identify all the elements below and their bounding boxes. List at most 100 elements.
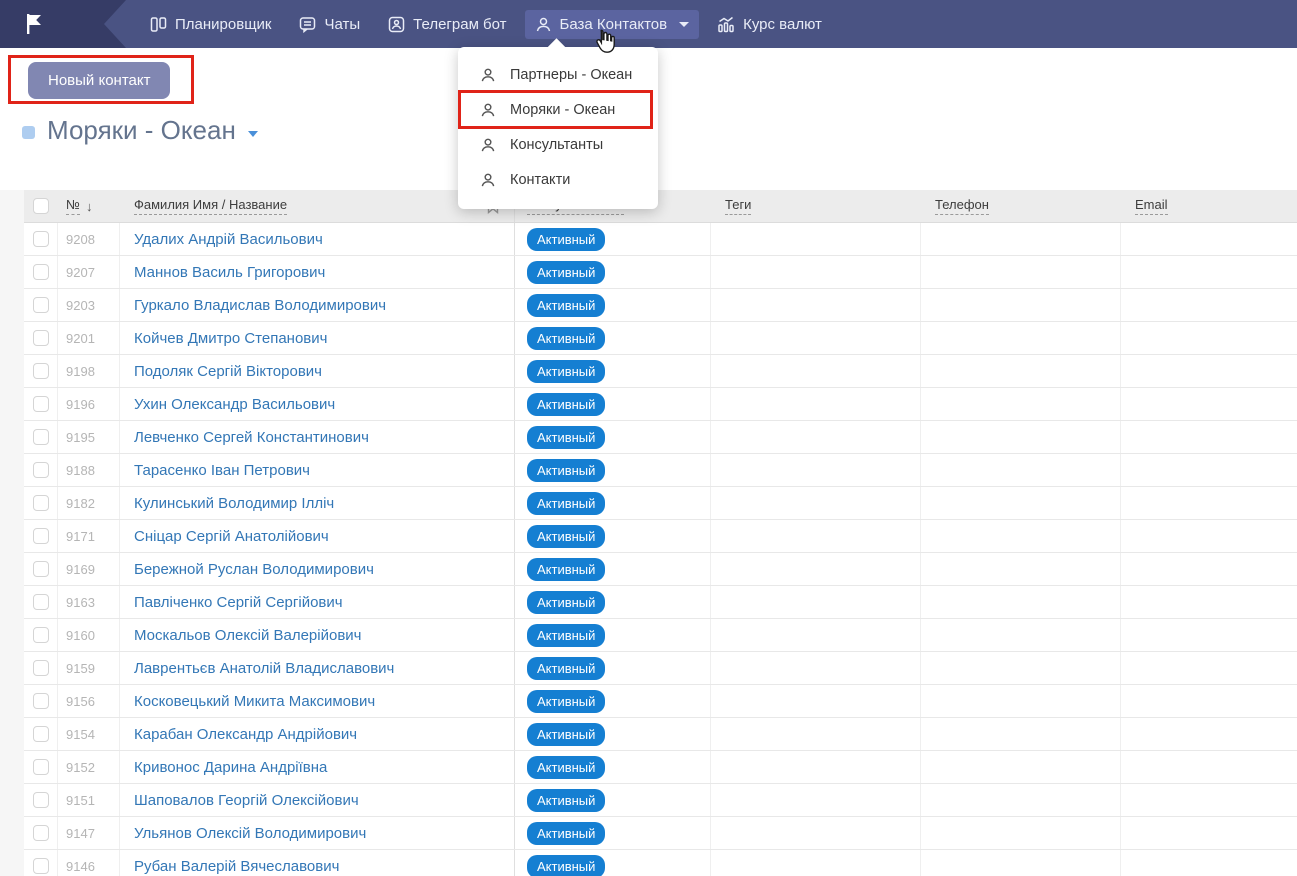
row-tags-cell — [711, 322, 921, 354]
table-header-row: № ↓ Фамилия Имя / Название Статус контак… — [24, 190, 1297, 223]
header-number[interactable]: № ↓ — [58, 190, 120, 222]
row-checkbox-cell — [24, 751, 58, 783]
status-badge[interactable]: Активный — [527, 557, 606, 581]
row-checkbox[interactable] — [33, 330, 49, 346]
contact-name-link[interactable]: Подоляк Сергій Вікторович — [134, 362, 322, 380]
contact-name-link[interactable]: Сніцар Сергій Анатолійович — [134, 527, 329, 545]
contact-name-link[interactable]: Павліченко Сергій Сергійович — [134, 593, 343, 611]
table-row: 9154 Карабан Олександр Андрійович Активн… — [24, 718, 1297, 751]
contact-name-link[interactable]: Ухин Олександр Васильович — [134, 395, 336, 413]
status-badge[interactable]: Активный — [527, 854, 606, 876]
contact-name-link[interactable]: Лаврентьєв Анатолій Владиславович — [134, 659, 395, 677]
row-email-cell — [1121, 685, 1297, 717]
select-all-checkbox[interactable] — [33, 198, 49, 214]
status-badge[interactable]: Активный — [527, 821, 606, 845]
contact-name-link[interactable]: Кулинський Володимир Ілліч — [134, 494, 335, 512]
nav-item-telegram-bot[interactable]: Телеграм бот — [378, 10, 516, 39]
row-checkbox[interactable] — [33, 396, 49, 412]
person-icon — [481, 68, 495, 81]
row-checkbox[interactable] — [33, 594, 49, 610]
row-checkbox[interactable] — [33, 528, 49, 544]
status-badge[interactable]: Активный — [527, 656, 606, 680]
contact-name-link[interactable]: Гуркало Владислав Володимирович — [134, 296, 387, 314]
status-badge[interactable]: Активный — [527, 623, 606, 647]
status-badge[interactable]: Активный — [527, 392, 606, 416]
page-title-dropdown[interactable]: Моряки - Океан — [22, 115, 258, 146]
status-badge[interactable]: Активный — [527, 359, 606, 383]
row-checkbox-cell — [24, 388, 58, 420]
row-checkbox[interactable] — [33, 858, 49, 874]
contact-name-link[interactable]: Тарасенко Іван Петрович — [134, 461, 310, 479]
row-status-cell: Активный — [515, 685, 711, 717]
status-badge[interactable]: Активный — [527, 458, 606, 482]
brand-logo[interactable] — [0, 0, 126, 48]
status-badge[interactable]: Активный — [527, 755, 606, 779]
row-checkbox[interactable] — [33, 660, 49, 676]
nav-item-planner[interactable]: Планировщик — [140, 10, 281, 39]
contact-name-link[interactable]: Левченко Сергей Константинович — [134, 428, 369, 446]
row-checkbox[interactable] — [33, 561, 49, 577]
dropdown-item-partners-ocean[interactable]: Партнеры - Океан — [458, 57, 658, 92]
contact-name-link[interactable]: Ульянов Олексій Володимирович — [134, 824, 367, 842]
row-checkbox[interactable] — [33, 462, 49, 478]
contact-name-link[interactable]: Москальов Олексій Валерійович — [134, 626, 362, 644]
dropdown-item-sailors-ocean[interactable]: Моряки - Океан — [458, 92, 658, 127]
row-checkbox[interactable] — [33, 264, 49, 280]
status-badge[interactable]: Активный — [527, 326, 606, 350]
row-checkbox[interactable] — [33, 693, 49, 709]
contact-name-link[interactable]: Косковецький Микита Максимович — [134, 692, 376, 710]
row-checkbox[interactable] — [33, 495, 49, 511]
row-tags-cell — [711, 784, 921, 816]
row-checkbox[interactable] — [33, 363, 49, 379]
row-email-cell — [1121, 289, 1297, 321]
status-badge[interactable]: Активный — [527, 689, 606, 713]
row-checkbox[interactable] — [33, 429, 49, 445]
status-badge[interactable]: Активный — [527, 491, 606, 515]
table-row: 9156 Косковецький Микита Максимович Акти… — [24, 685, 1297, 718]
row-name-cell: Левченко Сергей Константинович — [120, 421, 515, 453]
row-tags-cell — [711, 751, 921, 783]
row-checkbox[interactable] — [33, 825, 49, 841]
person-icon — [481, 103, 495, 116]
status-badge[interactable]: Активный — [527, 425, 606, 449]
row-number-cell: 9208 — [58, 223, 120, 255]
status-badge[interactable]: Активный — [527, 590, 606, 614]
row-checkbox[interactable] — [33, 792, 49, 808]
status-badge[interactable]: Активный — [527, 722, 606, 746]
status-badge[interactable]: Активный — [527, 227, 606, 251]
row-checkbox[interactable] — [33, 726, 49, 742]
status-badge[interactable]: Активный — [527, 260, 606, 284]
row-email-cell — [1121, 256, 1297, 288]
status-badge[interactable]: Активный — [527, 524, 606, 548]
contact-name-link[interactable]: Удалих Андрій Васильович — [134, 230, 323, 248]
status-badge[interactable]: Активный — [527, 293, 606, 317]
contact-name-link[interactable]: Карабан Олександр Андрійович — [134, 725, 358, 743]
row-checkbox[interactable] — [33, 759, 49, 775]
dropdown-item-consultants[interactable]: Консультанты — [458, 127, 658, 162]
nav-item-chats[interactable]: Чаты — [289, 10, 370, 39]
row-email-cell — [1121, 619, 1297, 651]
nav-item-contacts-db[interactable]: База Контактов — [524, 9, 700, 39]
header-email[interactable]: Email — [1121, 190, 1297, 222]
header-phone[interactable]: Телефон — [921, 190, 1121, 222]
row-checkbox[interactable] — [33, 231, 49, 247]
table-row: 9188 Тарасенко Іван Петрович Активный — [24, 454, 1297, 487]
contact-name-link[interactable]: Шаповалов Георгій Олексійович — [134, 791, 359, 809]
row-checkbox[interactable] — [33, 297, 49, 313]
row-status-cell: Активный — [515, 355, 711, 387]
dropdown-item-contacts[interactable]: Контакти — [458, 162, 658, 197]
contact-name-link[interactable]: Кривонос Дарина Андріївна — [134, 758, 328, 776]
row-tags-cell — [711, 619, 921, 651]
contact-name-link[interactable]: Маннов Василь Григорович — [134, 263, 326, 281]
contact-name-link[interactable]: Койчев Дмитро Степанович — [134, 329, 328, 347]
status-badge[interactable]: Активный — [527, 788, 606, 812]
contact-name-link[interactable]: Бережной Руслан Володимирович — [134, 560, 374, 578]
header-name[interactable]: Фамилия Имя / Название — [120, 190, 515, 222]
row-checkbox-cell — [24, 256, 58, 288]
row-checkbox[interactable] — [33, 627, 49, 643]
nav-item-currency[interactable]: Курс валют — [707, 10, 832, 39]
contact-name-link[interactable]: Рубан Валерій Вячеславович — [134, 857, 340, 875]
new-contact-button[interactable]: Новый контакт — [28, 62, 171, 99]
row-status-cell: Активный — [515, 289, 711, 321]
header-tags[interactable]: Теги — [711, 190, 921, 222]
